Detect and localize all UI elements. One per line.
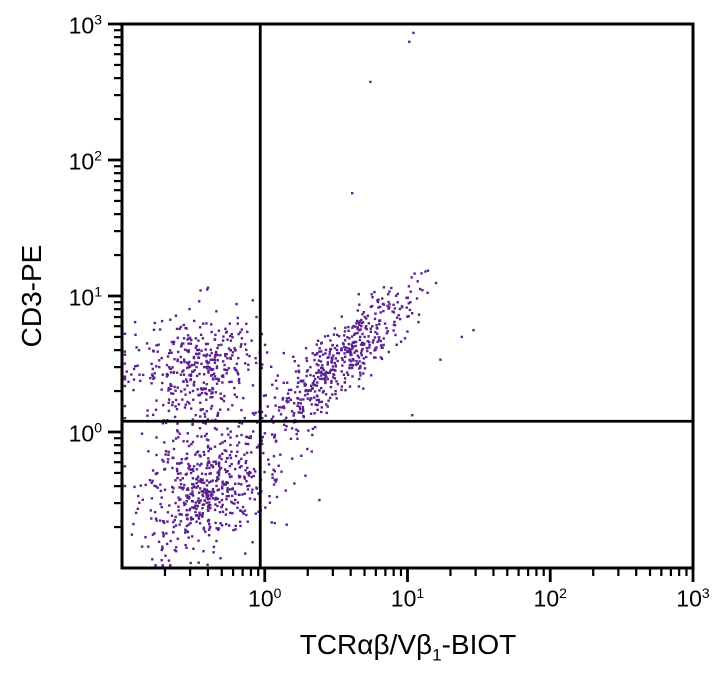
axes-frame-and-ticks — [108, 22, 695, 582]
x-tick-label-10e3: 103 — [676, 585, 710, 612]
x-axis-title: TCRαβ/Vβ1-BIOT — [300, 629, 517, 666]
x-axis-title-suffix: -BIOT — [441, 629, 517, 660]
x-tick-label-10e2: 102 — [533, 585, 567, 612]
x-axis-title-subscript: 1 — [432, 645, 442, 665]
y-tick-label-10e3: 103 — [68, 11, 102, 39]
scatter-points — [123, 22, 518, 567]
x-tick-label-10e0: 100 — [248, 585, 282, 612]
x-tick-label-10e1: 101 — [390, 585, 425, 612]
quadrant-gate-lines — [122, 24, 693, 568]
y-tick-label-10e1: 101 — [68, 283, 102, 311]
y-tick-label-10e0: 100 — [68, 419, 102, 447]
x-axis-title-prefix: TCRαβ/Vβ — [299, 629, 433, 660]
y-tick-label-10e2: 102 — [68, 147, 102, 175]
y-axis-title: CD3-PE — [16, 244, 47, 348]
